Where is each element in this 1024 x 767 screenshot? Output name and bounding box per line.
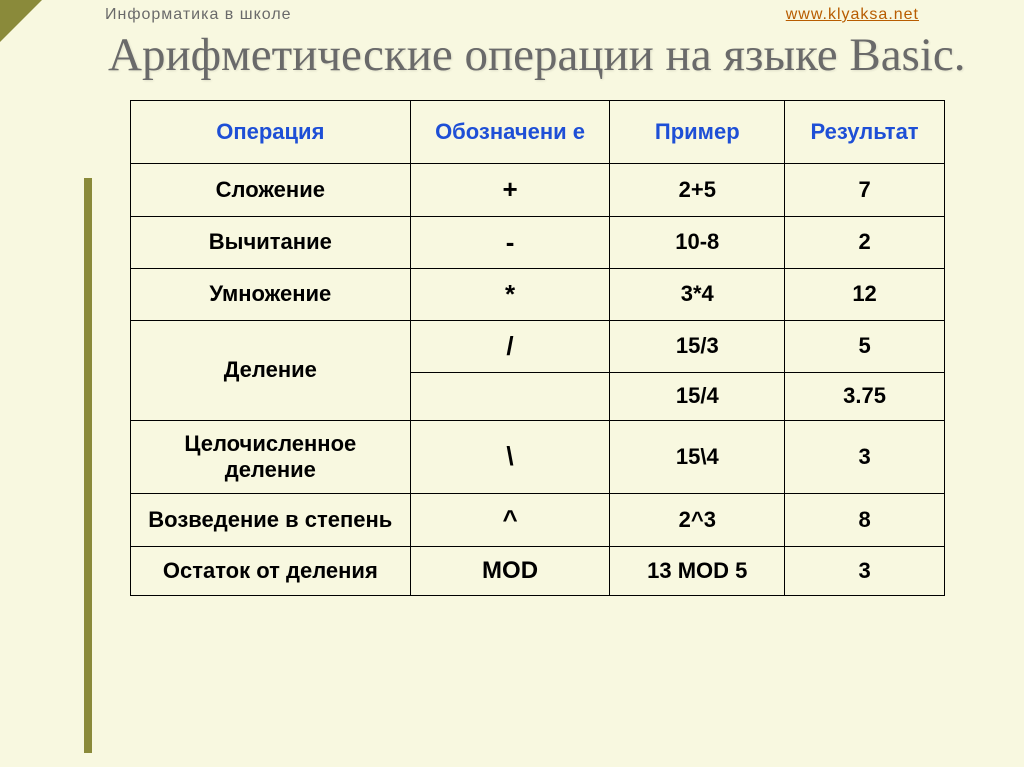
cell-symbol: *	[410, 268, 610, 320]
sidebar-accent-line	[84, 178, 92, 753]
cell-symbol-empty	[410, 373, 610, 420]
table-row: Возведение в степень ^ 2^3 8	[131, 494, 945, 546]
table-row: Вычитание - 10-8 2	[131, 216, 945, 268]
table-row: Остаток от деления MOD 13 MOD 5 3	[131, 546, 945, 596]
cell-symbol: MOD	[410, 546, 610, 596]
page-header: Информатика в школе www.klyaksa.net	[0, 0, 1024, 26]
table-row: Сложение + 2+5 7	[131, 164, 945, 216]
col-header-result: Результат	[785, 101, 945, 164]
cell-example: 2^3	[610, 494, 785, 546]
operations-table: Операция Обозначени е Пример Результат С…	[130, 100, 945, 596]
col-header-operation: Операция	[131, 101, 411, 164]
table-row: Деление / 15/3 5	[131, 321, 945, 373]
cell-result: 7	[785, 164, 945, 216]
col-header-example: Пример	[610, 101, 785, 164]
cell-example: 15/4	[610, 373, 785, 420]
cell-result: 2	[785, 216, 945, 268]
cell-symbol: -	[410, 216, 610, 268]
cell-result: 8	[785, 494, 945, 546]
table-row: Умножение * 3*4 12	[131, 268, 945, 320]
cell-result: 3.75	[785, 373, 945, 420]
cell-result: 12	[785, 268, 945, 320]
header-left-text: Информатика в школе	[105, 6, 292, 24]
operations-table-container: Операция Обозначени е Пример Результат С…	[130, 100, 984, 596]
cell-example: 13 MOD 5	[610, 546, 785, 596]
corner-decoration	[0, 0, 42, 42]
col-header-symbol: Обозначени е	[410, 101, 610, 164]
cell-result: 3	[785, 546, 945, 596]
table-row: Целочисленное деление \ 15\4 3	[131, 420, 945, 494]
cell-example: 2+5	[610, 164, 785, 216]
cell-operation: Целочисленное деление	[131, 420, 411, 494]
cell-operation: Сложение	[131, 164, 411, 216]
cell-result: 3	[785, 420, 945, 494]
cell-operation: Возведение в степень	[131, 494, 411, 546]
cell-symbol: +	[410, 164, 610, 216]
header-link[interactable]: www.klyaksa.net	[786, 6, 919, 24]
cell-example: 10-8	[610, 216, 785, 268]
cell-operation: Деление	[131, 321, 411, 421]
cell-operation: Вычитание	[131, 216, 411, 268]
cell-result: 5	[785, 321, 945, 373]
cell-symbol: ^	[410, 494, 610, 546]
cell-example: 15/3	[610, 321, 785, 373]
table-header-row: Операция Обозначени е Пример Результат	[131, 101, 945, 164]
cell-operation: Умножение	[131, 268, 411, 320]
cell-example: 3*4	[610, 268, 785, 320]
cell-symbol: /	[410, 321, 610, 373]
cell-operation: Остаток от деления	[131, 546, 411, 596]
page-title: Арифметические операции на языке Basic.	[0, 26, 1024, 100]
cell-example: 15\4	[610, 420, 785, 494]
cell-symbol: \	[410, 420, 610, 494]
